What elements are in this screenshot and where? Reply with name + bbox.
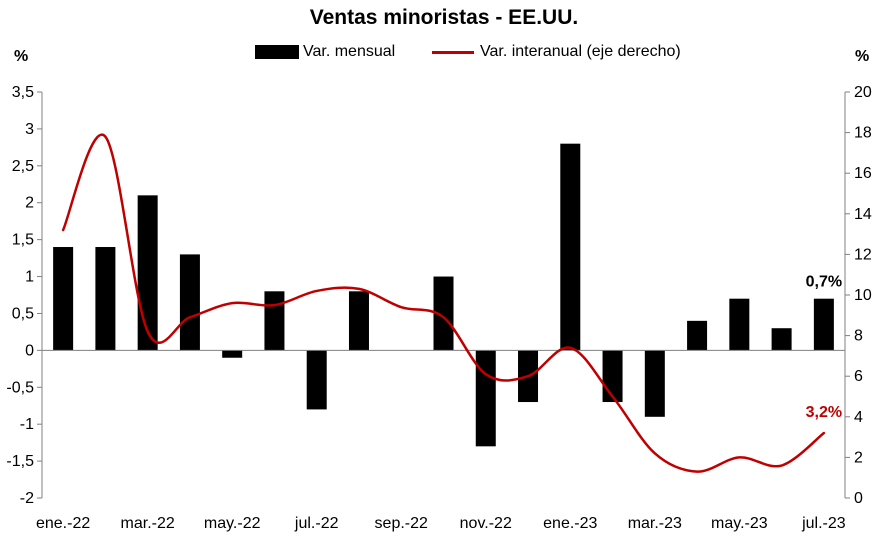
bar-monthly-ene.-23 xyxy=(560,143,581,351)
bar-monthly-abr.-23 xyxy=(687,320,708,351)
left-axis-tick-label: 2,5 xyxy=(12,158,34,175)
annotation-last-monthly: 0,7% xyxy=(806,274,842,291)
x-axis-tick-label: ene.-23 xyxy=(543,515,597,532)
legend-line-swatch xyxy=(432,50,474,54)
bar-monthly-oct.-22 xyxy=(433,276,454,351)
left-axis-tick-label: 1,5 xyxy=(12,232,34,249)
left-axis-tick-label: -1 xyxy=(20,416,34,433)
bar-monthly-abr.-22 xyxy=(179,254,200,351)
right-axis-tick-label: 4 xyxy=(854,409,863,426)
x-axis-tick-label: jul.-22 xyxy=(294,515,339,532)
left-axis-tick-label: -0,5 xyxy=(6,379,34,396)
annotation-last-yoy: 3,2% xyxy=(806,404,842,421)
x-axis-tick-label: mar.-23 xyxy=(628,515,682,532)
right-axis-tick-label: 6 xyxy=(854,368,863,385)
x-axis-tick-label: may.-23 xyxy=(711,515,768,532)
legend-label-yoy: Var. interanual (eje derecho) xyxy=(480,43,681,60)
right-axis-tick-label: 8 xyxy=(854,328,863,345)
x-axis-tick-label: may.-22 xyxy=(204,515,261,532)
right-axis-tick-label: 16 xyxy=(854,165,872,182)
bar-monthly-jun.-22 xyxy=(264,291,285,351)
right-axis-tick-label: 0 xyxy=(854,490,863,507)
x-axis-tick-label: jul.-23 xyxy=(801,515,846,532)
x-axis-tick-label: mar.-22 xyxy=(121,515,175,532)
legend-bar-swatch xyxy=(255,45,299,59)
right-axis-tick-label: 14 xyxy=(854,206,872,223)
chart-legend: Var. mensual Var. interanual (eje derech… xyxy=(0,43,888,65)
left-axis-tick-label: 2 xyxy=(25,195,34,212)
bar-monthly-ago.-22 xyxy=(348,291,369,351)
bar-monthly-jun.-23 xyxy=(771,328,792,351)
bar-monthly-feb.-23 xyxy=(602,350,623,403)
right-axis-tick-label: 20 xyxy=(854,84,872,101)
x-axis-tick-label: ene.-22 xyxy=(36,515,90,532)
right-axis-tick-label: 10 xyxy=(854,287,872,304)
left-axis-tick-label: 0,5 xyxy=(12,305,34,322)
chart-title: Ventas minoristas - EE.UU. xyxy=(309,6,579,29)
right-axis-tick-label: 2 xyxy=(854,449,863,466)
bar-monthly-may.-22 xyxy=(222,350,243,358)
x-axis-tick-label: nov.-22 xyxy=(460,515,512,532)
left-axis-tick-label: 3,5 xyxy=(12,84,34,101)
bar-monthly-mar.-22 xyxy=(137,195,158,351)
line-yoy xyxy=(61,133,826,473)
legend-label-monthly: Var. mensual xyxy=(303,43,396,60)
legend-item-monthly: Var. mensual xyxy=(255,43,395,61)
left-axis-tick-label: 0 xyxy=(25,342,34,359)
right-axis-unit: % xyxy=(855,48,870,65)
x-axis-tick-label: sep.-22 xyxy=(375,515,428,532)
left-axis-tick-label: 3 xyxy=(25,121,34,138)
right-axis-tick-label: 12 xyxy=(854,246,872,263)
left-axis-tick-label: -2 xyxy=(20,490,34,507)
bar-monthly-jul.-22 xyxy=(306,350,327,410)
left-axis-tick-label: -1,5 xyxy=(6,453,34,470)
bar-monthly-jul.-23 xyxy=(813,298,834,351)
bar-monthly-ene.-22 xyxy=(53,247,74,351)
legend-item-yoy: Var. interanual (eje derecho) xyxy=(432,43,681,61)
bar-monthly-mar.-23 xyxy=(644,350,665,417)
left-axis-tick-label: 1 xyxy=(25,269,34,286)
bar-monthly-may.-23 xyxy=(729,298,750,351)
bar-monthly-feb.-22 xyxy=(95,247,116,351)
bar-monthly-nov.-22 xyxy=(475,350,496,447)
left-axis-unit: % xyxy=(14,48,29,65)
right-axis-tick-label: 18 xyxy=(854,125,872,142)
